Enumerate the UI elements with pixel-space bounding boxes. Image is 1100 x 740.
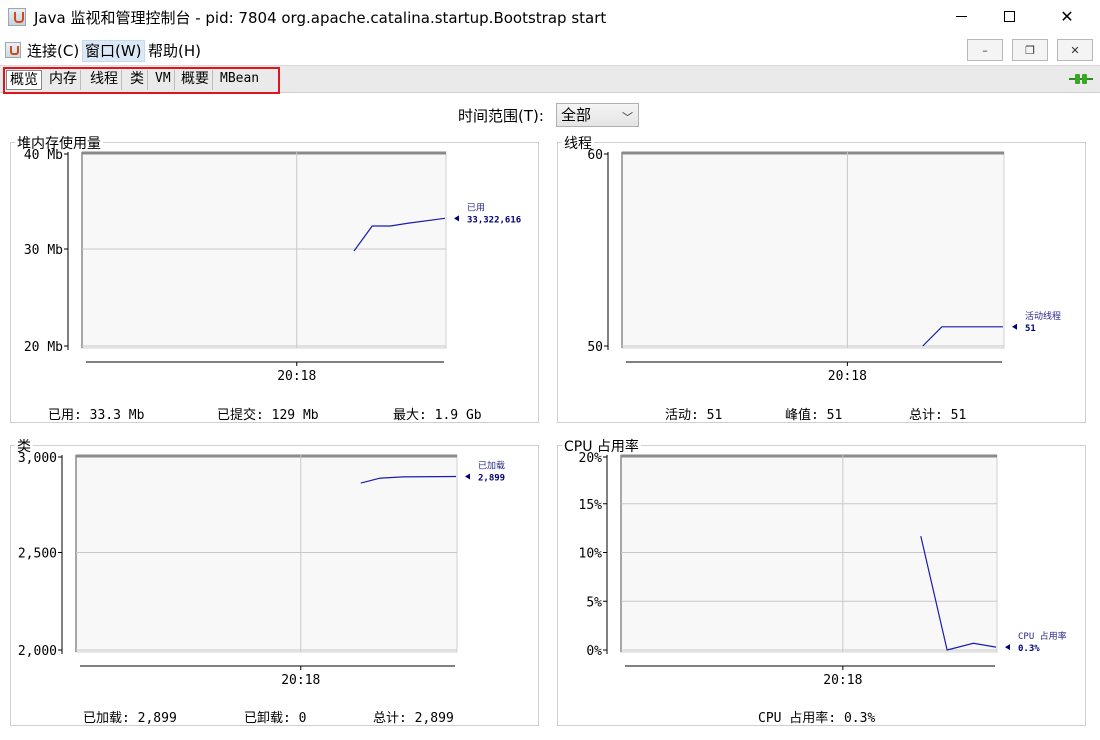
threads-series-marker xyxy=(1012,323,1017,330)
restore-icon: ❐ xyxy=(1025,43,1035,57)
classes-y-tick-label: 3,000 xyxy=(18,451,57,466)
chevron-down-icon: ﹀ xyxy=(622,111,633,124)
classes-y-tick-label: 2,000 xyxy=(18,644,57,659)
cpu-series-value: 0.3% xyxy=(1018,644,1040,654)
classes-panel xyxy=(10,445,539,726)
tab-summary[interactable]: 概要 xyxy=(178,70,213,90)
threads-live-stat: 活动: 51 xyxy=(665,408,723,423)
cpu-y-tick-label: 5% xyxy=(586,595,602,610)
heap-chart: 40 Mb 30 Mb 20 Mb 20:18 已用 33,322,616 xyxy=(24,148,521,384)
threads-series-value: 51 xyxy=(1025,324,1036,334)
classes-loaded-stat: 已加载: 2,899 xyxy=(83,711,177,726)
window-title-bar: Java 监视和管理控制台 - pid: 7804 org.apache.cat… xyxy=(0,0,1100,34)
internal-minimize-button[interactable]: – xyxy=(967,39,1003,61)
cpu-y-tick-label: 20% xyxy=(579,451,603,466)
threads-panel-title: 线程 xyxy=(562,133,594,153)
time-range-select[interactable]: 全部 ﹀ xyxy=(556,103,639,127)
classes-y-tick-label: 2,500 xyxy=(18,547,57,562)
menu-window[interactable]: 窗口(W) xyxy=(82,40,145,62)
threads-chart: 60 50 20:18 活动线程 51 xyxy=(587,148,1061,384)
close-icon: ✕ xyxy=(1070,43,1080,57)
heap-y-tick-label: 30 Mb xyxy=(24,243,63,258)
cpu-chart: 20% 15% 10% 5% 0% 20:18 CPU 占用率 0.3% xyxy=(579,451,1067,688)
heap-panel-title: 堆内存使用量 xyxy=(15,133,103,153)
classes-plot-area xyxy=(75,454,458,653)
maximize-icon xyxy=(1003,10,1015,22)
close-icon: ✕ xyxy=(1060,6,1074,26)
cpu-y-tick-label: 10% xyxy=(579,547,603,562)
heap-max-stat: 最大: 1.9 Gb xyxy=(393,408,482,423)
time-range-value: 全部 xyxy=(561,106,592,124)
threads-y-tick-label: 50 xyxy=(587,340,603,355)
java-app-icon xyxy=(8,8,26,26)
heap-x-tick-label: 20:18 xyxy=(277,369,316,384)
heap-panel xyxy=(10,142,539,423)
threads-y-tick-label: 60 xyxy=(587,148,603,163)
minimize-button[interactable] xyxy=(938,0,984,32)
tab-threads[interactable]: 线程 xyxy=(87,70,122,90)
cpu-series-name: CPU 占用率 xyxy=(1018,630,1067,642)
threads-series-line xyxy=(922,326,1003,347)
close-button[interactable]: ✕ xyxy=(1044,0,1090,32)
heap-series-line xyxy=(353,217,446,252)
classes-series-marker xyxy=(465,473,470,480)
heap-series-marker xyxy=(454,215,459,222)
classes-unloaded-stat: 已卸载: 0 xyxy=(244,711,307,726)
classes-chart: 3,000 2,500 2,000 20:18 已加载 2,899 xyxy=(18,451,505,688)
threads-plot-area xyxy=(621,151,1005,349)
threads-series-name: 活动线程 xyxy=(1025,310,1061,322)
tabs-highlight-box xyxy=(3,67,280,94)
cpu-y-tick-label: 15% xyxy=(579,498,603,513)
classes-series-name: 已加载 xyxy=(478,459,505,471)
tab-overview[interactable]: 概览 xyxy=(6,70,42,90)
time-range-label: 时间范围(T): xyxy=(458,107,544,125)
cpu-panel-title: CPU 占用率 xyxy=(562,436,641,456)
connection-plug-icon[interactable] xyxy=(1069,73,1093,85)
classes-total-stat: 总计: 2,899 xyxy=(373,711,454,726)
internal-close-button[interactable]: ✕ xyxy=(1057,39,1093,61)
window-title: Java 监视和管理控制台 - pid: 7804 org.apache.cat… xyxy=(34,9,607,27)
heap-plot-area xyxy=(81,151,447,349)
tab-classes[interactable]: 类 xyxy=(127,70,148,90)
cpu-series-line xyxy=(920,535,997,651)
internal-frame-icon[interactable] xyxy=(5,42,21,58)
heap-used-stat: 已用: 33.3 Mb xyxy=(48,408,145,423)
heap-y-tick-label: 20 Mb xyxy=(24,340,63,355)
tab-memory[interactable]: 内存 xyxy=(46,70,81,90)
heap-series-value: 33,322,616 xyxy=(467,215,521,225)
classes-x-tick-label: 20:18 xyxy=(281,673,320,688)
overview-content: 时间范围(T): 全部 ﹀ 堆内存使用量 40 Mb 30 Mb 20 Mb 20:1… xyxy=(0,94,1100,740)
tab-mbean[interactable]: MBean xyxy=(220,71,260,86)
menu-connection[interactable]: 连接(C) xyxy=(27,42,80,60)
minimize-icon xyxy=(955,15,967,17)
classes-series-value: 2,899 xyxy=(478,473,505,483)
heap-committed-stat: 已提交: 129 Mb xyxy=(217,408,319,423)
threads-panel xyxy=(557,142,1086,423)
menu-bar: 连接(C) 窗口(W) 帮助(H) xyxy=(0,36,1100,64)
classes-series-line xyxy=(360,475,457,484)
heap-series-name: 已用 xyxy=(467,202,485,213)
cpu-y-tick-label: 0% xyxy=(586,644,602,659)
menu-help[interactable]: 帮助(H) xyxy=(148,42,201,60)
cpu-x-tick-label: 20:18 xyxy=(823,673,862,688)
heap-y-tick-label: 40 Mb xyxy=(24,148,63,163)
minimize-icon: – xyxy=(982,43,988,57)
cpu-panel xyxy=(557,445,1086,726)
threads-x-tick-label: 20:18 xyxy=(828,369,867,384)
cpu-usage-stat: CPU 占用率: 0.3% xyxy=(758,711,876,726)
classes-panel-title: 类 xyxy=(15,436,33,456)
maximize-button[interactable] xyxy=(986,0,1032,32)
tab-strip: 概览 内存 线程 类 VM 概要 MBean xyxy=(0,65,1100,94)
cpu-plot-area xyxy=(620,454,998,653)
threads-peak-stat: 峰值: 51 xyxy=(785,408,843,423)
threads-total-stat: 总计: 51 xyxy=(909,408,967,423)
cpu-series-marker xyxy=(1005,644,1010,651)
tab-vm[interactable]: VM xyxy=(152,70,175,90)
internal-restore-button[interactable]: ❐ xyxy=(1012,39,1048,61)
